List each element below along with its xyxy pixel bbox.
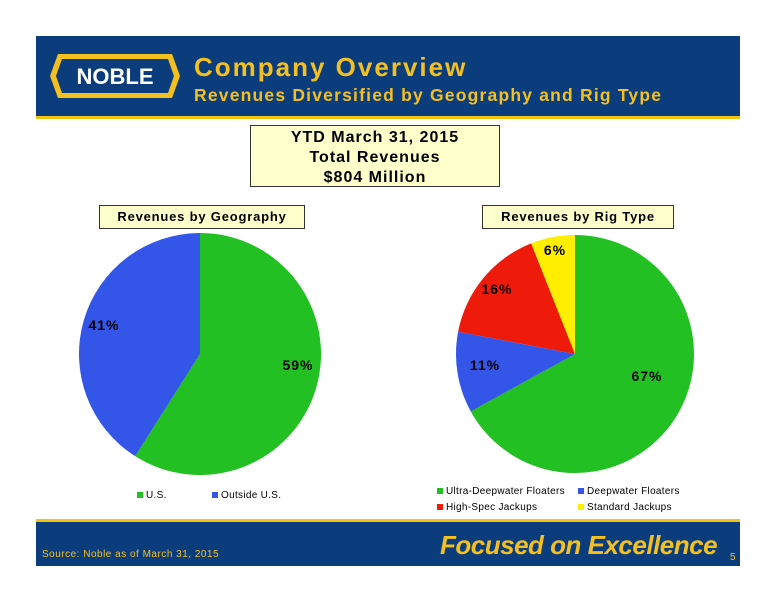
pie-slice-u-s <box>135 233 322 475</box>
rig-type-legend: Ultra-Deepwater Floaters Deepwater Floate… <box>437 486 680 513</box>
geography-pie: 59% 41% <box>79 233 322 475</box>
pie-slice-outside-u-s <box>79 233 200 457</box>
rig-type-pie: 67% 11% 16% 6% <box>456 235 695 473</box>
data-label-u-s: 59% <box>282 357 313 373</box>
legend-label-u-s: U.S. <box>146 490 167 501</box>
legend-swatch-outside-u-s <box>212 492 218 498</box>
data-label-outside-u-s: 41% <box>88 317 119 333</box>
footer-rule <box>36 519 740 522</box>
footer-bar <box>36 522 740 566</box>
geography-legend: U.S. Outside U.S. <box>137 490 281 501</box>
noble-logo: NOBLE <box>48 52 182 100</box>
summary-line-1: YTD March 31, 2015 <box>290 129 460 146</box>
rig-type-chart-title: Revenues by Rig Type <box>482 205 674 229</box>
legend-swatch-u-s <box>137 492 143 498</box>
pie-slice-deepwater-floaters <box>456 331 575 412</box>
tagline: Focused on Excellence <box>440 530 718 560</box>
data-label-high-spec-jackups: 16% <box>481 281 512 297</box>
pie-slice-standard-jackups <box>531 235 575 354</box>
legend-label-outside-u-s: Outside U.S. <box>221 490 281 501</box>
legend-label-ultra-deepwater-floaters: Ultra-Deepwater Floaters <box>446 486 565 497</box>
legend-label-deepwater-floaters: Deepwater Floaters <box>587 486 680 497</box>
pie-slice-high-spec-jackups <box>458 243 575 354</box>
page-number: 5 <box>730 552 736 563</box>
legend-swatch-standard-jackups <box>578 504 584 510</box>
legend-label-high-spec-jackups: High-Spec Jackups <box>446 502 537 513</box>
page-title: Company Overview <box>194 52 468 82</box>
geography-chart-title: Revenues by Geography <box>99 205 305 229</box>
header-rule <box>36 116 740 119</box>
logo-text: NOBLE <box>77 64 154 89</box>
data-label-standard-jackups: 6% <box>544 242 566 258</box>
revenue-summary-box: YTD March 31, 2015 Total Revenues $804 M… <box>250 125 500 187</box>
data-label-deepwater-floaters: 11% <box>470 357 500 373</box>
legend-swatch-high-spec-jackups <box>437 504 443 510</box>
data-label-ultra-deepwater-floaters: 67% <box>631 368 662 384</box>
legend-swatch-deepwater-floaters <box>578 488 584 494</box>
page-subtitle: Revenues Diversified by Geography and Ri… <box>194 85 663 105</box>
summary-line-2: Total Revenues <box>309 149 441 166</box>
legend-label-standard-jackups: Standard Jackups <box>587 502 672 513</box>
pie-slice-ultra-deepwater-floaters <box>470 235 695 473</box>
legend-swatch-ultra-deepwater-floaters <box>437 488 443 494</box>
source-note: Source: Noble as of March 31, 2015 <box>42 549 220 560</box>
summary-line-3: $804 Million <box>323 169 427 186</box>
